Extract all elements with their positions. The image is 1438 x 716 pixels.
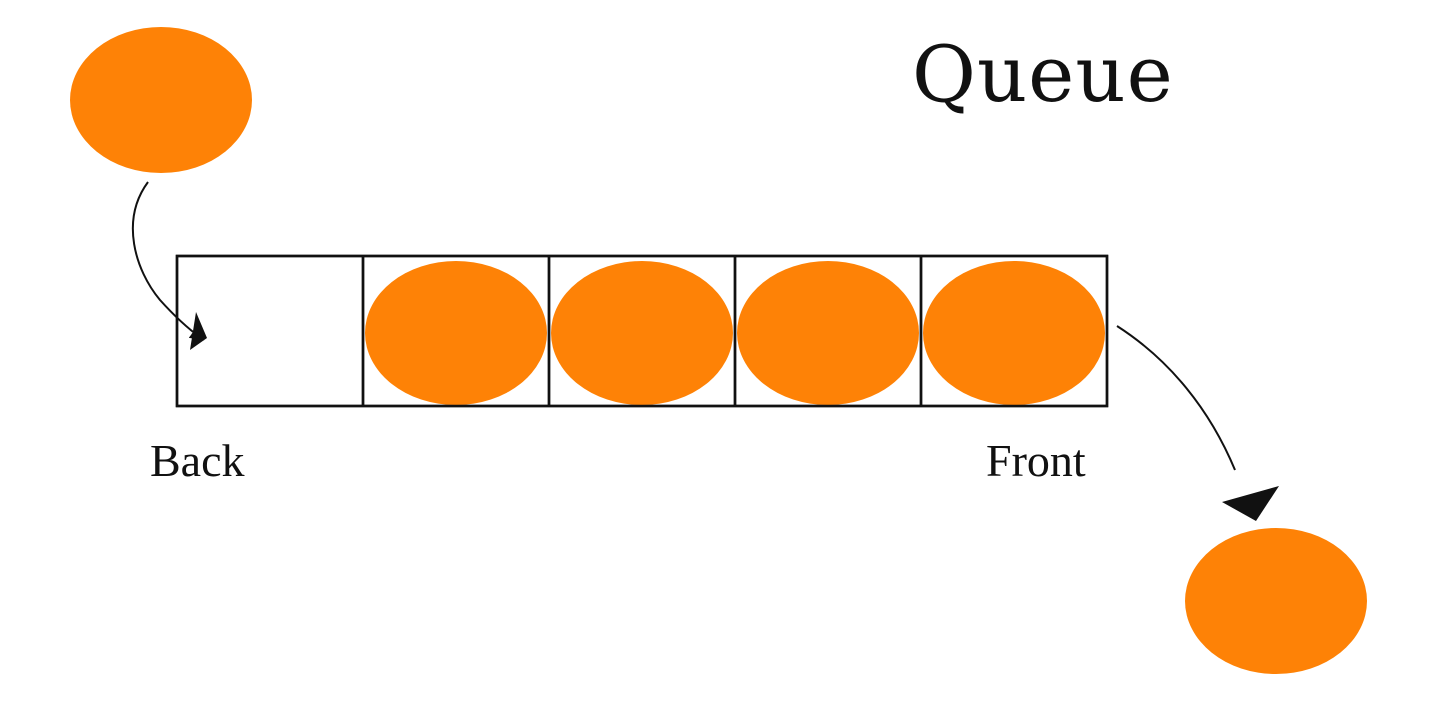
queue-element bbox=[737, 261, 919, 405]
incoming-element bbox=[70, 27, 252, 173]
queue-outline bbox=[175, 254, 1109, 408]
enqueue-arrowhead bbox=[190, 312, 207, 350]
dequeue-arrowhead bbox=[1222, 486, 1279, 521]
outgoing-element bbox=[1185, 528, 1367, 674]
back-label: Back bbox=[150, 435, 245, 486]
queue-element bbox=[923, 261, 1105, 405]
dequeue-arrow bbox=[1116, 325, 1236, 471]
enqueue-arrow bbox=[132, 181, 205, 341]
queue-element bbox=[551, 261, 733, 405]
queue-element bbox=[365, 261, 547, 405]
diagram-title: Queue bbox=[912, 30, 1174, 120]
queue-container bbox=[175, 254, 1109, 408]
front-label: Front bbox=[986, 435, 1086, 486]
